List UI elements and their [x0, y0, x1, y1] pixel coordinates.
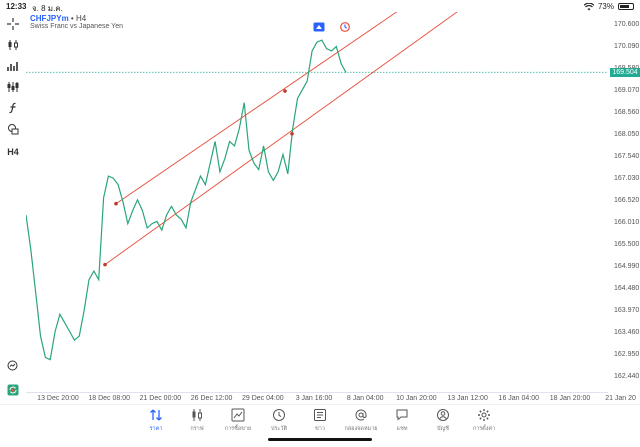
account-icon [437, 409, 449, 421]
time-tick-label: 21 Jan 20 [605, 395, 636, 402]
price-tick-label: 170.090 [614, 42, 640, 50]
channel-anchor-point[interactable] [114, 201, 118, 206]
channel-line-1[interactable] [115, 12, 406, 205]
news-icon [314, 409, 326, 421]
price-chart[interactable] [26, 12, 608, 392]
price-tick-label: 166.520 [614, 197, 640, 205]
price-tick-label: 168.050 [614, 131, 640, 139]
at-icon [355, 409, 367, 421]
candlestick-icon[interactable] [5, 37, 21, 53]
time-tick-label: 13 Dec 20:00 [37, 395, 79, 402]
chat-icon [396, 409, 408, 421]
symbol-name: CHFJPYm [30, 14, 69, 23]
shapes-icon[interactable] [5, 121, 21, 137]
time-tick-label: 18 Jan 20:00 [549, 395, 591, 402]
channel-anchors [103, 89, 294, 267]
tab-settings[interactable]: การตั้งค่า [464, 408, 504, 433]
price-tick-label: 162.950 [614, 351, 640, 359]
tab-sort-arrows[interactable]: ราคา [136, 408, 176, 433]
time-tick-label: 16 Jan 04:00 [498, 395, 540, 402]
battery-percent: 73% [597, 2, 614, 11]
price-tick-label: 169.070 [614, 87, 640, 95]
alert-clock-icon[interactable] [340, 19, 350, 32]
price-tick-label: 168.560 [614, 109, 640, 117]
tab-label: แชท [396, 426, 408, 432]
channel-anchor-point[interactable] [290, 131, 294, 136]
tab-label: ข่าว [315, 426, 325, 432]
symbol-description: Swiss Franc vs Japanese Yen [30, 23, 123, 30]
trade-chart-icon [231, 408, 245, 422]
tab-at[interactable]: กล่องจดหมาย [341, 408, 381, 433]
tab-news[interactable]: ข่าว [300, 408, 340, 433]
symbol-timeframe: H4 [75, 14, 87, 23]
tab-label: การซื้อขาย [224, 426, 252, 432]
symbol-title[interactable]: CHFJPYm • H4 [30, 14, 86, 23]
price-tick-label: 163.460 [614, 329, 640, 337]
price-tick-label: 170.600 [614, 20, 640, 28]
tab-label: กราฟ [190, 426, 204, 432]
history-icon [273, 409, 285, 421]
time-tick-label: 3 Jan 16:00 [295, 395, 333, 402]
candlestick-icon [192, 409, 202, 421]
timeframe-label[interactable]: H4 [7, 147, 19, 157]
tab-label: ประวัติ [270, 426, 288, 432]
price-tick-label: 167.030 [614, 175, 640, 183]
trade-buy-sell-icon[interactable] [313, 19, 325, 32]
tab-label: การตั้งค่า [472, 426, 496, 432]
crosshair-icon[interactable] [5, 16, 21, 32]
price-tick-label: 165.500 [614, 241, 640, 249]
left-toolbar: H4 [0, 14, 26, 404]
home-indicator [268, 438, 372, 441]
price-tick-label: 167.540 [614, 153, 640, 161]
objects-icon[interactable] [5, 79, 21, 95]
symbol-separator: • [70, 14, 74, 23]
sync-icon[interactable] [5, 382, 21, 398]
price-tick-label: 164.990 [614, 263, 640, 271]
time-axis[interactable]: 13 Dec 20:00 18 Dec 08:00 21 Dec 00:00 26 D… [26, 392, 636, 404]
tab-candlestick[interactable]: กราฟ [177, 408, 217, 433]
tab-label: กล่องจดหมาย [344, 426, 378, 432]
status-right: 73% [583, 2, 634, 11]
wifi-icon [583, 2, 594, 10]
settings-icon [478, 409, 490, 421]
tab-account[interactable]: บัญชี [423, 408, 463, 433]
current-price-tag: 169.504 [610, 67, 640, 77]
tab-label: บัญชี [437, 426, 449, 432]
tab-trade-chart[interactable]: การซื้อขาย [218, 408, 258, 433]
price-tick-label: 162.440 [614, 373, 640, 381]
tab-chat[interactable]: แชท [382, 408, 422, 433]
status-date: จ. 8 ม.ค. [32, 4, 63, 13]
indicators-icon[interactable] [5, 58, 21, 74]
time-tick-label: 13 Jan 12:00 [447, 395, 488, 402]
price-tick-label: 163.970 [614, 307, 640, 315]
function-icon[interactable] [5, 100, 21, 116]
time-tick-label: 21 Dec 00:00 [139, 395, 182, 402]
status-bar: 12:33 จ. 8 ม.ค. 73% [0, 0, 640, 13]
channel-lines [104, 12, 466, 265]
price-series-line [26, 39, 347, 361]
sort-arrows-icon [150, 409, 162, 421]
tab-label: ราคา [149, 426, 163, 432]
time-tick-label: 29 Dec 04:00 [241, 395, 284, 402]
status-time: 12:33 [6, 2, 27, 11]
channel-anchor-point[interactable] [283, 89, 287, 93]
time-tick-label: 8 Jan 04:00 [346, 395, 384, 402]
time-tick-label: 18 Dec 08:00 [88, 395, 131, 402]
time-tick-label: 10 Jan 20:00 [396, 395, 437, 402]
channel-line-2[interactable] [104, 12, 466, 265]
tab-history[interactable]: ประวัติ [259, 408, 299, 433]
zoom-icon[interactable] [5, 358, 21, 374]
price-axis[interactable]: 170.600170.090169.580169.070168.560168.0… [608, 12, 640, 404]
price-tick-label: 164.480 [614, 285, 640, 293]
time-tick-label: 26 Dec 12:00 [190, 395, 233, 402]
channel-anchor-point[interactable] [103, 262, 107, 267]
price-tick-label: 166.010 [614, 219, 640, 227]
battery-icon [618, 3, 634, 10]
